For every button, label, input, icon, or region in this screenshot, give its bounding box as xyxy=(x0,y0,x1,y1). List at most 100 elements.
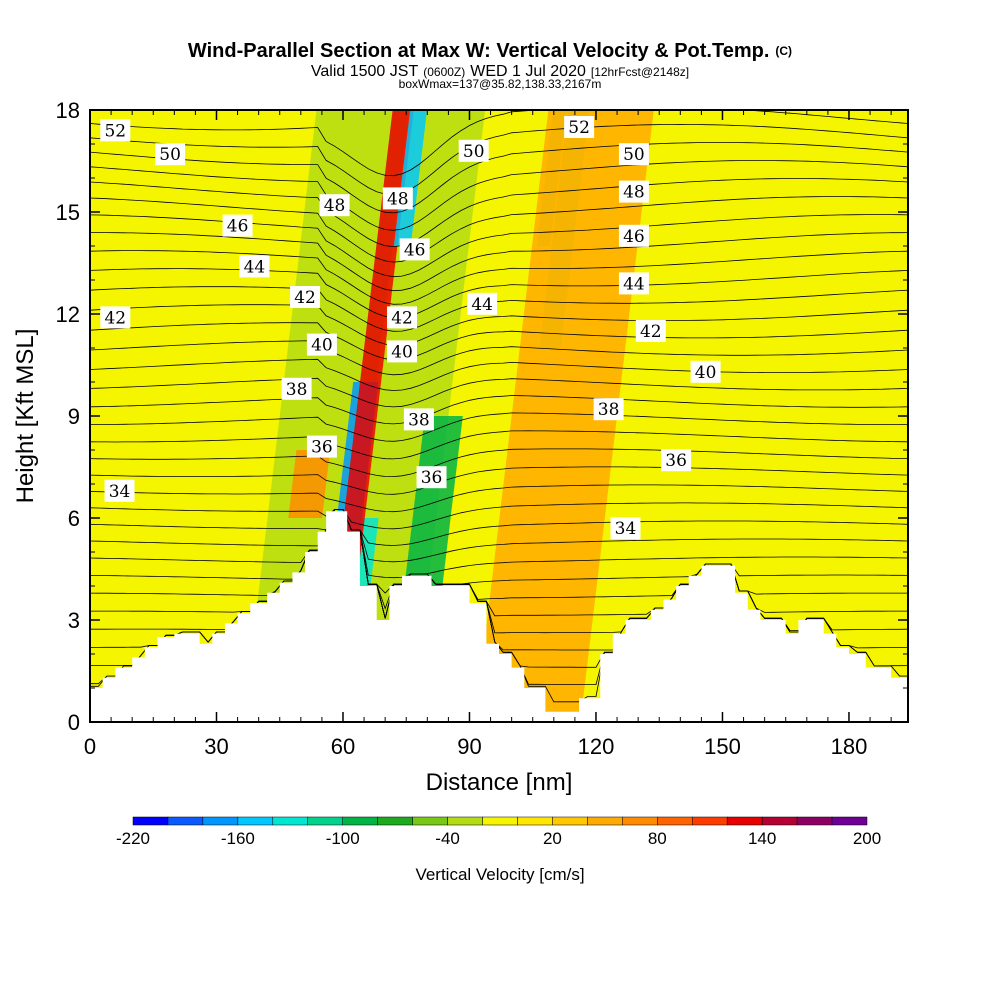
svg-text:40: 40 xyxy=(311,336,333,356)
contour-label: 44 xyxy=(618,272,649,295)
chart-subtitle: Valid 1500 JST (0600Z) WED 1 Jul 2020 [12hr… xyxy=(311,63,689,80)
colorbar-swatch xyxy=(447,816,483,826)
colorbar-tick-label: 80 xyxy=(648,829,667,848)
svg-text:34: 34 xyxy=(109,482,131,502)
contour-label: 38 xyxy=(593,398,624,421)
x-tick-label: 60 xyxy=(331,734,355,759)
theta-contour-line xyxy=(90,377,908,408)
y-tick-label: 0 xyxy=(68,710,80,735)
chart-title: Wind-Parallel Section at Max W: Vertical… xyxy=(188,40,792,62)
colorbar-swatch xyxy=(517,816,553,826)
contour-label: 50 xyxy=(458,139,489,162)
svg-text:46: 46 xyxy=(404,240,426,260)
terrain xyxy=(90,511,908,722)
x-tick-label: 30 xyxy=(204,734,228,759)
y-tick-label: 12 xyxy=(56,302,80,327)
theta-contour-line xyxy=(90,412,908,442)
colorbar-swatch xyxy=(831,816,868,826)
contour-label: 50 xyxy=(618,143,649,166)
colorbar-swatch xyxy=(691,816,728,826)
colorbar-swatch xyxy=(132,816,169,826)
velocity-band xyxy=(243,110,410,722)
x-tick-label: 150 xyxy=(704,734,741,759)
contour-label: 38 xyxy=(281,377,312,400)
colorbar-swatch xyxy=(657,816,693,826)
svg-text:38: 38 xyxy=(286,380,308,400)
theta-contour-line xyxy=(90,509,908,594)
theta-contour-line xyxy=(90,268,908,319)
y-tick-label: 9 xyxy=(68,404,80,429)
theta-contour-line xyxy=(90,430,908,460)
contour-label: 34 xyxy=(104,479,135,502)
svg-text:48: 48 xyxy=(623,183,645,203)
theta-contour-line xyxy=(90,484,908,513)
contour-label: 38 xyxy=(403,408,434,431)
theta-contour-line xyxy=(90,358,908,391)
svg-text:40: 40 xyxy=(391,342,413,362)
velocity-band xyxy=(474,110,654,722)
theta-contour-line xyxy=(90,502,908,530)
contour-label: 42 xyxy=(387,306,418,329)
svg-text:42: 42 xyxy=(640,322,662,342)
contour-label: 46 xyxy=(222,214,253,237)
theta-contour-line xyxy=(90,509,908,619)
contour-label: 46 xyxy=(399,238,430,261)
y-tick-label: 6 xyxy=(68,506,80,531)
colorbar-swatch xyxy=(167,816,204,826)
theta-contour-line xyxy=(90,142,908,214)
svg-text:40: 40 xyxy=(695,363,717,383)
theta-contour-line xyxy=(90,232,908,292)
contour-label: 44 xyxy=(467,292,498,315)
y-tick-label: 3 xyxy=(68,608,80,633)
colorbar-swatch xyxy=(482,816,518,826)
contour-label: 44 xyxy=(239,255,270,278)
svg-text:34: 34 xyxy=(615,519,637,539)
x-axis-label: Distance [nm] xyxy=(426,769,573,796)
contour-label: 40 xyxy=(306,333,337,356)
colorbar-swatch xyxy=(587,816,623,826)
svg-text:44: 44 xyxy=(471,295,493,315)
svg-text:42: 42 xyxy=(391,308,413,328)
contour-label: 52 xyxy=(564,116,595,138)
velocity-band xyxy=(288,450,331,518)
colorbar-title: Vertical Velocity [cm/s] xyxy=(415,865,584,884)
contour-label: 36 xyxy=(661,449,692,472)
colorbar-tick-label: -160 xyxy=(221,829,255,848)
theta-contour-line xyxy=(90,322,908,361)
svg-text:38: 38 xyxy=(408,410,430,430)
svg-text:48: 48 xyxy=(324,196,346,216)
theta-contour-line xyxy=(90,340,908,376)
colorbar-swatch xyxy=(237,816,274,826)
svg-text:52: 52 xyxy=(104,121,126,141)
theta-contour-line xyxy=(90,509,908,579)
theta-contour-line xyxy=(90,286,908,332)
theta-contour-line xyxy=(90,110,908,177)
velocity-band xyxy=(393,110,428,246)
theta-contour-line xyxy=(90,509,908,546)
svg-text:36: 36 xyxy=(665,451,687,471)
contour-label: 48 xyxy=(319,194,350,217)
contour-label: 40 xyxy=(690,360,721,383)
x-tick-label: 0 xyxy=(84,734,96,759)
contour-label: 42 xyxy=(635,320,666,342)
chart-subtitle-2: boxWmax=137@35.82,138.33,2167m xyxy=(399,77,602,91)
colorbar-swatch xyxy=(761,816,798,826)
theta-contour-line xyxy=(90,509,908,563)
contour-label: 36 xyxy=(306,435,337,458)
x-tick-label: 180 xyxy=(831,734,868,759)
contour-label: 36 xyxy=(416,466,447,489)
colorbar-swatch xyxy=(622,816,658,826)
contour-label: 48 xyxy=(382,187,413,210)
colorbar-swatch xyxy=(272,816,309,826)
svg-text:44: 44 xyxy=(244,257,266,277)
theta-contour-line xyxy=(90,178,908,248)
svg-text:52: 52 xyxy=(568,118,590,138)
contour-label: 48 xyxy=(618,180,649,203)
svg-text:48: 48 xyxy=(387,189,409,209)
colorbar-tick-label: 200 xyxy=(853,829,881,848)
y-tick-label: 15 xyxy=(56,200,80,225)
theta-contour-line xyxy=(90,304,908,346)
colorbar-swatch xyxy=(726,816,763,826)
velocity-field xyxy=(243,110,654,722)
contour-label: 46 xyxy=(618,224,649,247)
